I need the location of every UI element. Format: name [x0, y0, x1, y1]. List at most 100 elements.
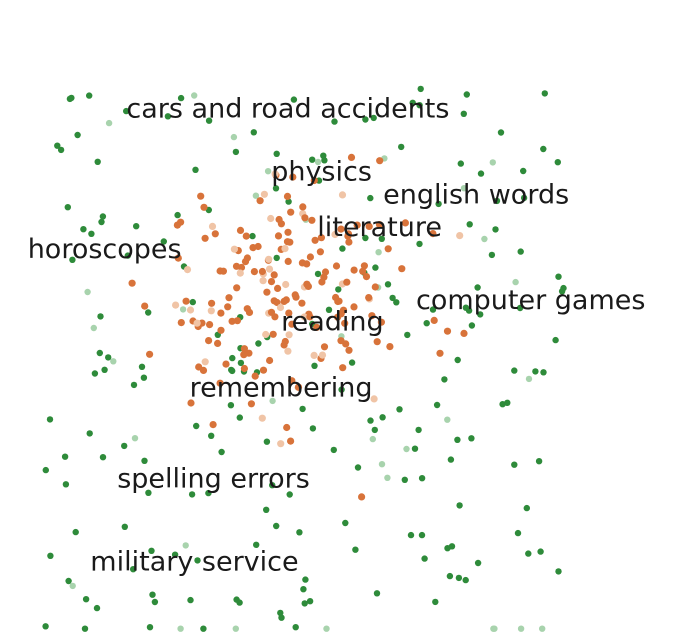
scatter-point	[466, 221, 473, 228]
scatter-point	[72, 528, 79, 536]
scatter-point	[269, 397, 276, 405]
scatter-point	[81, 625, 89, 632]
scatter-point	[409, 99, 416, 107]
scatter-point	[511, 367, 518, 374]
scatter-point	[306, 598, 314, 605]
scatter-point	[454, 356, 461, 364]
scatter-point	[193, 422, 200, 430]
scatter-point	[393, 299, 400, 306]
scatter-point	[283, 192, 292, 200]
scatter-point	[164, 113, 172, 120]
scatter-point	[263, 506, 270, 513]
scatter-point	[62, 481, 70, 488]
scatter-point	[368, 312, 376, 320]
scatter-point	[218, 448, 225, 456]
scatter-point	[187, 596, 194, 604]
scatter-point	[141, 302, 149, 310]
scatter-point	[281, 245, 289, 253]
scatter-point	[262, 330, 270, 339]
scatter-point	[360, 262, 368, 270]
scatter-point	[182, 297, 190, 305]
scatter-point	[460, 185, 468, 192]
scatter-point	[250, 268, 258, 276]
scatter-point	[105, 119, 113, 127]
scatter-point	[456, 232, 464, 240]
scatter-point	[123, 107, 130, 115]
scatter-point	[418, 475, 426, 482]
scatter-point	[219, 267, 227, 275]
topic-label: cars and road accidents	[126, 94, 449, 125]
scatter-point	[287, 437, 295, 445]
scatter-point	[525, 550, 532, 557]
scatter-point	[317, 234, 325, 242]
scatter-point	[281, 337, 289, 346]
scatter-point	[491, 625, 498, 632]
scatter-point	[367, 417, 374, 424]
scatter-point	[302, 576, 309, 583]
scatter-point	[131, 435, 139, 442]
scatter-point	[98, 218, 105, 226]
scatter-point	[362, 116, 369, 123]
scatter-point	[301, 214, 309, 222]
scatter-point	[222, 360, 230, 368]
topic-label: physics	[271, 156, 372, 187]
scatter-point	[304, 282, 312, 290]
scatter-point	[403, 445, 410, 453]
scatter-point	[378, 235, 385, 242]
topic-label: english words	[383, 180, 569, 211]
scatter-point	[91, 370, 99, 377]
scatter-point	[446, 572, 454, 580]
scatter-point	[265, 265, 274, 273]
scatter-point	[258, 267, 266, 276]
scatter-point	[404, 331, 411, 339]
scatter-point	[174, 211, 181, 219]
scatter-point	[250, 129, 257, 136]
scatter-point	[271, 170, 279, 178]
scatter-point	[145, 309, 152, 316]
scatter-point	[477, 311, 484, 318]
labels-layer: cars and road accidents physics english wo…	[28, 94, 646, 578]
scatter-point	[345, 346, 353, 354]
scatter-point	[460, 329, 468, 337]
scatter-point	[432, 598, 439, 606]
scatter-point	[240, 351, 248, 359]
scatter-point	[289, 173, 297, 181]
scatter-point	[342, 519, 349, 527]
scatter-point	[348, 359, 356, 366]
scatter-point	[57, 146, 65, 154]
scatter-point	[341, 319, 349, 327]
scatter-point	[93, 604, 101, 612]
scatter-point	[240, 345, 248, 353]
scatter-point	[555, 568, 562, 575]
scatter-point	[335, 297, 343, 305]
scatter-point	[124, 252, 131, 259]
scatter-point	[314, 158, 322, 166]
scatter-point	[463, 91, 470, 98]
scatter-point	[199, 366, 208, 374]
scatter-point	[489, 159, 496, 166]
scatter-point	[69, 256, 76, 263]
scatter-point	[90, 324, 98, 332]
scatter-point	[331, 230, 339, 239]
scatter-point	[516, 304, 524, 312]
scatter-point	[263, 288, 271, 296]
scatter-point	[66, 95, 74, 103]
scatter-point	[121, 523, 128, 530]
scatter-point	[541, 90, 548, 97]
scatter-point	[433, 401, 441, 409]
scatter-point	[128, 279, 136, 287]
scatter-point	[337, 310, 345, 318]
scatter-point	[492, 226, 499, 233]
scatter-point	[260, 190, 268, 198]
scatter-point	[537, 548, 544, 555]
scatter-point	[245, 308, 254, 316]
scatter-point	[247, 400, 255, 408]
scatter-point	[273, 298, 281, 307]
scatter-point	[320, 343, 329, 351]
scatter-point	[375, 249, 382, 256]
scatter-point	[200, 203, 208, 211]
scatter-point	[227, 402, 235, 409]
scatter-point	[42, 466, 49, 474]
scatter-point	[555, 273, 562, 280]
scatter-point	[331, 118, 338, 125]
